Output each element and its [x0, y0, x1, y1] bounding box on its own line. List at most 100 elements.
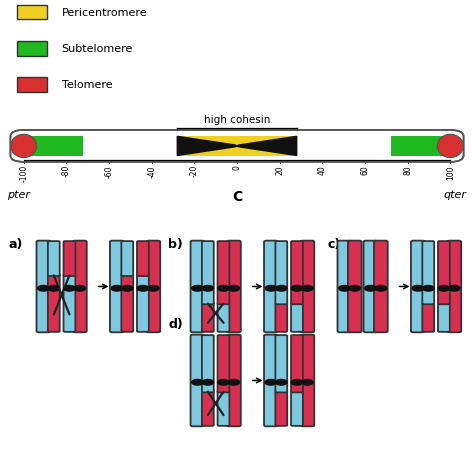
FancyBboxPatch shape — [17, 6, 47, 20]
Circle shape — [301, 380, 313, 385]
FancyBboxPatch shape — [218, 336, 229, 392]
FancyBboxPatch shape — [73, 241, 87, 332]
FancyBboxPatch shape — [218, 303, 229, 332]
FancyBboxPatch shape — [191, 335, 204, 426]
Text: Telomere: Telomere — [62, 80, 112, 90]
Circle shape — [121, 286, 133, 291]
Text: -60: -60 — [105, 165, 113, 177]
Circle shape — [291, 286, 302, 291]
FancyBboxPatch shape — [146, 241, 160, 332]
Text: pter: pter — [8, 189, 30, 199]
Text: 20: 20 — [275, 165, 284, 175]
FancyBboxPatch shape — [64, 242, 75, 276]
Polygon shape — [177, 137, 297, 156]
FancyBboxPatch shape — [438, 303, 450, 332]
Circle shape — [218, 286, 229, 291]
Circle shape — [412, 286, 424, 291]
Circle shape — [375, 286, 387, 291]
FancyBboxPatch shape — [202, 336, 214, 392]
FancyBboxPatch shape — [264, 241, 278, 332]
FancyBboxPatch shape — [364, 241, 377, 332]
FancyBboxPatch shape — [48, 275, 60, 332]
Text: C: C — [232, 189, 242, 203]
FancyBboxPatch shape — [218, 242, 229, 304]
FancyBboxPatch shape — [291, 336, 303, 392]
Circle shape — [191, 380, 203, 385]
Text: 60: 60 — [361, 165, 369, 175]
FancyBboxPatch shape — [275, 303, 287, 332]
Ellipse shape — [10, 135, 37, 158]
Circle shape — [338, 286, 350, 291]
FancyBboxPatch shape — [422, 303, 434, 332]
Text: -40: -40 — [147, 165, 156, 177]
FancyBboxPatch shape — [202, 303, 214, 332]
Ellipse shape — [437, 135, 464, 158]
FancyBboxPatch shape — [24, 137, 83, 156]
FancyBboxPatch shape — [36, 241, 50, 332]
FancyBboxPatch shape — [137, 242, 149, 276]
FancyBboxPatch shape — [422, 242, 434, 304]
FancyBboxPatch shape — [121, 242, 133, 276]
Text: c): c) — [327, 238, 340, 251]
Text: -80: -80 — [62, 165, 71, 177]
FancyBboxPatch shape — [17, 78, 47, 92]
FancyBboxPatch shape — [275, 336, 287, 392]
FancyBboxPatch shape — [291, 242, 303, 304]
Text: high cohesin: high cohesin — [204, 115, 270, 124]
Text: -100: -100 — [19, 165, 28, 182]
Circle shape — [38, 286, 49, 291]
FancyBboxPatch shape — [337, 241, 351, 332]
Text: qter: qter — [444, 189, 466, 199]
FancyBboxPatch shape — [218, 391, 229, 426]
FancyBboxPatch shape — [447, 241, 461, 332]
FancyBboxPatch shape — [374, 241, 388, 332]
Circle shape — [291, 380, 302, 385]
Circle shape — [218, 380, 229, 385]
Text: Pericentromere: Pericentromere — [62, 8, 147, 18]
FancyBboxPatch shape — [110, 241, 124, 332]
Circle shape — [228, 286, 239, 291]
Text: d): d) — [168, 318, 183, 330]
FancyBboxPatch shape — [227, 241, 241, 332]
FancyBboxPatch shape — [177, 137, 297, 156]
Text: Subtelomere: Subtelomere — [62, 44, 133, 54]
FancyBboxPatch shape — [264, 335, 278, 426]
Circle shape — [265, 286, 276, 291]
Circle shape — [202, 286, 213, 291]
FancyBboxPatch shape — [391, 137, 450, 156]
FancyBboxPatch shape — [301, 335, 314, 426]
FancyBboxPatch shape — [227, 335, 241, 426]
Text: 0: 0 — [233, 165, 241, 170]
Circle shape — [228, 380, 239, 385]
FancyBboxPatch shape — [275, 242, 287, 304]
FancyBboxPatch shape — [10, 131, 464, 162]
Circle shape — [202, 380, 213, 385]
FancyBboxPatch shape — [348, 241, 362, 332]
Circle shape — [111, 286, 122, 291]
FancyBboxPatch shape — [202, 242, 214, 304]
Circle shape — [349, 286, 361, 291]
Text: b): b) — [168, 238, 183, 251]
Circle shape — [423, 286, 434, 291]
FancyBboxPatch shape — [275, 391, 287, 426]
FancyBboxPatch shape — [191, 241, 204, 332]
Circle shape — [48, 286, 60, 291]
FancyBboxPatch shape — [121, 275, 133, 332]
FancyBboxPatch shape — [411, 241, 425, 332]
FancyBboxPatch shape — [137, 275, 149, 332]
FancyBboxPatch shape — [438, 242, 450, 304]
Circle shape — [438, 286, 450, 291]
FancyBboxPatch shape — [64, 275, 75, 332]
FancyBboxPatch shape — [291, 303, 303, 332]
Circle shape — [265, 380, 276, 385]
Circle shape — [191, 286, 203, 291]
Circle shape — [301, 286, 313, 291]
FancyBboxPatch shape — [17, 41, 47, 56]
Circle shape — [74, 286, 86, 291]
FancyBboxPatch shape — [291, 391, 303, 426]
Circle shape — [276, 380, 287, 385]
Text: a): a) — [9, 238, 23, 251]
Circle shape — [148, 286, 159, 291]
Text: 80: 80 — [403, 165, 412, 175]
Circle shape — [365, 286, 376, 291]
